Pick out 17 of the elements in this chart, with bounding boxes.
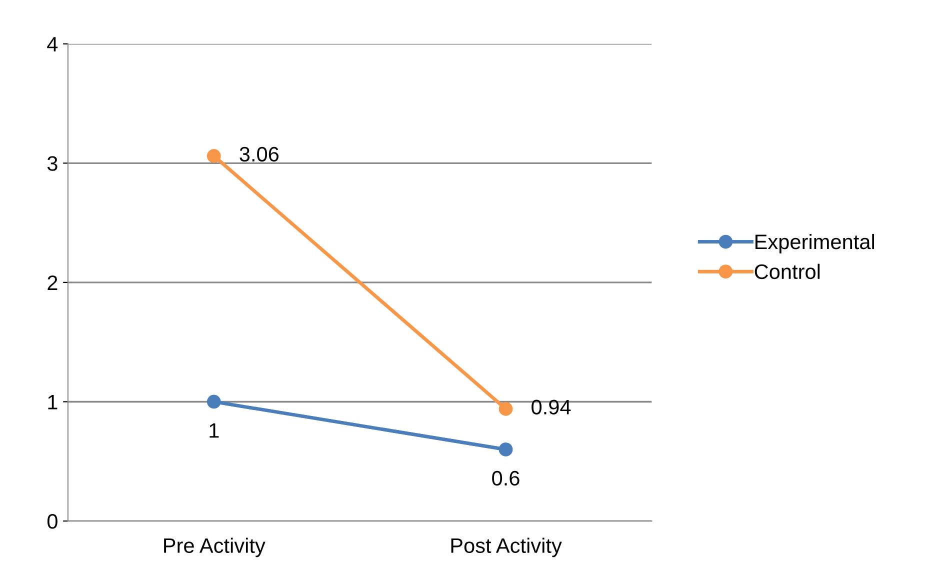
data-label: 3.06 xyxy=(240,146,279,162)
legend-label: Experimental xyxy=(756,234,874,254)
data-label: 1 xyxy=(210,423,219,438)
data-label: 0.94 xyxy=(532,400,571,414)
point xyxy=(498,442,513,456)
point xyxy=(206,394,221,409)
legend-label: Control xyxy=(754,264,820,280)
point xyxy=(498,402,513,416)
point xyxy=(206,149,221,163)
x-tick-label: Pre Activity xyxy=(164,538,266,558)
y-tick-label: 3 xyxy=(47,156,58,171)
x-tick-label: Post Activity xyxy=(451,538,562,558)
y-tick-label: 4 xyxy=(47,37,58,52)
y-tick-label: 0 xyxy=(47,514,58,529)
y-tick-label: 2 xyxy=(48,275,58,290)
y-tick-label: 1 xyxy=(48,394,58,410)
data-label: 0.6 xyxy=(492,470,520,486)
